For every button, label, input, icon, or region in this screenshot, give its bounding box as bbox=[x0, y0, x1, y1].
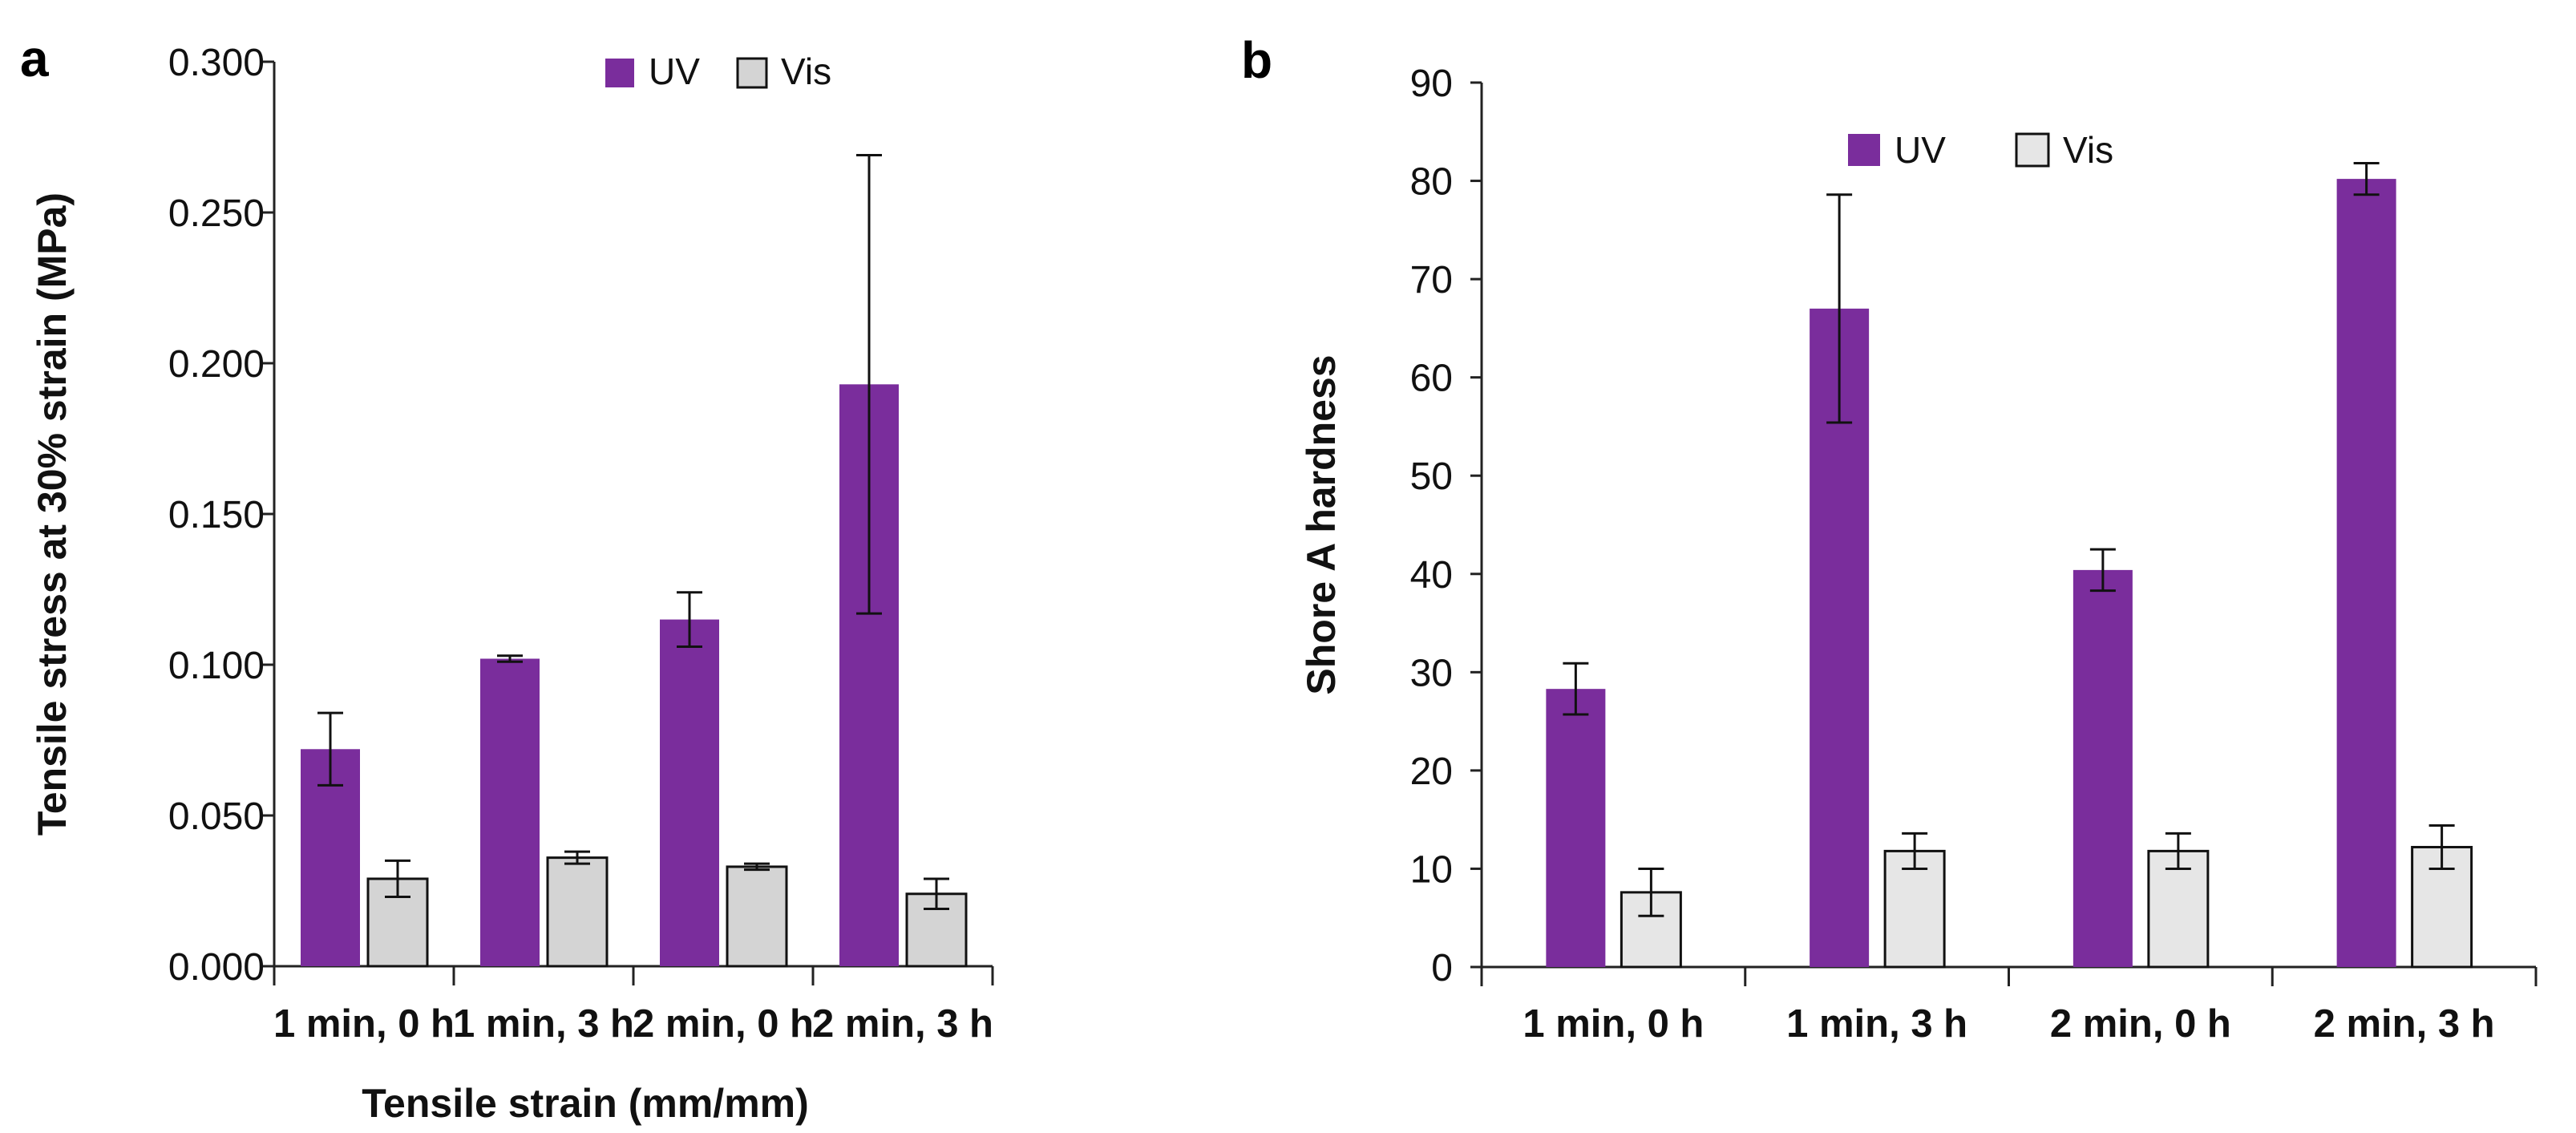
error-bar bbox=[2353, 161, 2380, 196]
y-tick-label: 60 bbox=[1410, 358, 1453, 400]
bar-vis bbox=[2411, 845, 2473, 969]
error-bar bbox=[1826, 193, 1853, 424]
y-tick-label: 40 bbox=[1410, 554, 1453, 597]
x-category-label: 1 min, 3 h bbox=[453, 1002, 634, 1046]
error-bar bbox=[1638, 867, 1664, 917]
y-tick-label: 10 bbox=[1410, 848, 1453, 891]
error-bar bbox=[1563, 662, 1589, 716]
panel-letter: a bbox=[20, 30, 49, 87]
legend: UV Vis bbox=[1848, 129, 2113, 171]
bar-uv bbox=[1546, 689, 1606, 967]
y-axis-title: Shore A hardness bbox=[1299, 354, 1344, 694]
error-bar bbox=[564, 850, 590, 865]
legend-swatch-vis bbox=[736, 57, 768, 89]
legend-label-vis: Vis bbox=[2063, 129, 2113, 171]
bar-vis bbox=[2147, 849, 2210, 969]
error-bar bbox=[317, 711, 343, 787]
legend: UV Vis bbox=[605, 51, 831, 92]
bar-vis bbox=[546, 856, 609, 968]
error-bar bbox=[2089, 548, 2116, 593]
legend-swatch-uv bbox=[1848, 134, 1880, 166]
chart-panel-a: a 0.000 0.050 0.100 0.150 0.200 0.250 0.300 1 mi… bbox=[20, 30, 994, 1126]
error-bar bbox=[2428, 824, 2455, 870]
y-tick-label: 20 bbox=[1410, 751, 1453, 793]
x-category-label: 2 min, 3 h bbox=[812, 1002, 993, 1046]
legend-label-vis: Vis bbox=[781, 51, 831, 92]
y-tick-label: 70 bbox=[1410, 259, 1453, 301]
x-category-label: 1 min, 3 h bbox=[1786, 1002, 1967, 1046]
legend-label-uv: UV bbox=[649, 51, 700, 92]
y-tick-label: 0.200 bbox=[168, 343, 265, 386]
x-category-label: 2 min, 3 h bbox=[2314, 1002, 2495, 1046]
error-bar bbox=[2165, 832, 2191, 870]
error-bar bbox=[677, 591, 702, 648]
y-tick-label: 80 bbox=[1410, 161, 1453, 204]
error-bar bbox=[1902, 832, 1928, 870]
y-tick-label: 30 bbox=[1410, 652, 1453, 694]
bar-uv bbox=[2336, 179, 2396, 968]
legend-swatch-vis bbox=[2015, 132, 2050, 168]
y-tick-label: 0.300 bbox=[168, 42, 265, 84]
error-bar bbox=[497, 654, 523, 663]
x-category-label: 1 min, 0 h bbox=[273, 1002, 455, 1046]
x-axis-title: Tensile strain (mm/mm) bbox=[362, 1081, 809, 1126]
error-bar bbox=[924, 877, 949, 911]
error-bar bbox=[856, 154, 882, 615]
bar-uv bbox=[2073, 569, 2133, 967]
x-category-label: 1 min, 0 h bbox=[1523, 1002, 1704, 1046]
y-tick-label: 90 bbox=[1410, 63, 1453, 105]
y-tick-label: 50 bbox=[1410, 455, 1453, 498]
y-axis-title: Tensile stress at 30% strain (MPa) bbox=[30, 192, 75, 836]
bar-uv bbox=[480, 658, 540, 966]
legend-label-uv: UV bbox=[1895, 129, 1946, 171]
y-tick-label: 0.100 bbox=[168, 645, 265, 687]
y-tick-label: 0.050 bbox=[168, 795, 265, 838]
y-tick-label: 0.000 bbox=[168, 946, 265, 989]
x-category-label: 2 min, 0 h bbox=[633, 1002, 814, 1046]
bar-vis bbox=[726, 865, 788, 968]
error-bar bbox=[385, 859, 410, 899]
x-category-label: 2 min, 0 h bbox=[2050, 1002, 2231, 1046]
y-tick-label: 0.150 bbox=[168, 494, 265, 536]
bar-uv bbox=[660, 619, 719, 966]
chart-panel-b: b 0 10 20 30 40 50 60 70 80 90 1 min, 0 h 1 min, 3 h… bbox=[1241, 31, 2538, 1046]
legend-swatch-uv bbox=[605, 59, 634, 87]
y-tick-label: 0.250 bbox=[168, 192, 265, 235]
y-tick-label: 0 bbox=[1431, 947, 1453, 989]
panel-letter: b bbox=[1241, 31, 1272, 89]
error-bar bbox=[744, 862, 770, 872]
